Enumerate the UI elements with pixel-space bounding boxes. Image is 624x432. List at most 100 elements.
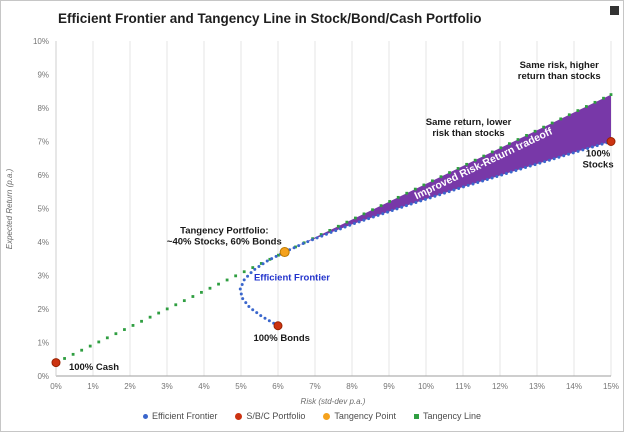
s-b-c-portfolio-point — [273, 321, 283, 331]
tangency-line-dot — [473, 158, 477, 162]
efficient-frontier-dot — [586, 146, 590, 150]
tangency-line-dot — [422, 183, 426, 187]
y-tick-label: 5% — [37, 205, 49, 214]
efficient-frontier-dot — [528, 164, 532, 168]
efficient-frontier-dot — [324, 232, 328, 236]
efficient-frontier-dot — [251, 308, 255, 312]
x-tick-label: 5% — [235, 382, 247, 391]
efficient-frontier-dot — [338, 227, 342, 231]
efficient-frontier-dot — [457, 186, 461, 190]
tangency-line-dot — [379, 204, 383, 208]
efficient-frontier-dot — [310, 238, 314, 242]
efficient-frontier-dot — [306, 240, 310, 244]
tangency-line-dot — [490, 150, 494, 154]
efficient-frontier-dot — [576, 149, 580, 153]
chart-legend: Efficient Frontier S/B/C Portfolio Tangenc… — [1, 411, 623, 421]
tangency-line-dot — [148, 315, 152, 319]
x-tick-label: 6% — [272, 382, 284, 391]
legend-item-tangency-line: Tangency Line — [413, 411, 481, 421]
tangency-line-dot — [88, 344, 92, 348]
annotation-tangency-portfolio: ~40% Stocks, 60% Bonds — [167, 237, 282, 248]
efficient-frontier-dot — [509, 170, 513, 174]
efficient-frontier-dot — [390, 208, 394, 212]
efficient-frontier-dot — [244, 301, 248, 305]
efficient-frontier-dot — [274, 254, 278, 258]
efficient-frontier-dot — [400, 205, 404, 209]
y-tick-label: 2% — [37, 305, 49, 314]
efficient-frontier-dot — [381, 212, 385, 216]
efficient-frontier-dot — [395, 207, 399, 211]
tangency-point-point — [279, 247, 290, 258]
tangency-line-dot — [234, 274, 238, 278]
tangency-line-dot — [508, 142, 511, 146]
gridlines-layer: 0% 1% 2% 3% 4% 5% 6% 7% 8% 9% 10% 11% 12% 13% 14% 15% 0%… — [33, 37, 619, 391]
tangency-line-dot — [191, 295, 195, 298]
efficient-frontier-dot — [409, 202, 413, 206]
tangency-line-dot — [268, 257, 272, 261]
efficient-frontier-dot — [566, 152, 570, 156]
tangency-line-dot — [97, 340, 101, 344]
legend-item-s-b-c-portfolio: S/B/C Portfolio — [235, 411, 305, 421]
x-tick-label: 0% — [50, 382, 62, 391]
tangency-line-dot — [200, 290, 203, 294]
x-tick-label: 11% — [455, 382, 470, 391]
efficient-frontier-dot — [242, 278, 246, 282]
legend-item-efficient-frontier: Efficient Frontier — [143, 411, 217, 421]
annotation-same-risk: Same risk, higher — [520, 60, 600, 71]
legend-label: S/B/C Portfolio — [246, 411, 306, 421]
efficient-frontier-dot — [500, 173, 504, 177]
y-tick-label: 6% — [37, 171, 49, 180]
tangency-line-dot — [439, 175, 443, 179]
tangency-line-dot — [602, 96, 605, 100]
s-b-c-portfolio-point — [606, 137, 616, 146]
y-axis-title: Expected Return (p.a.) — [5, 168, 14, 249]
efficient-frontier-dot — [239, 292, 243, 296]
tangency-line-dot — [157, 311, 161, 315]
efficient-frontier-dot — [419, 199, 423, 203]
efficient-frontier-dot — [447, 190, 451, 194]
efficient-frontier-dot — [348, 223, 352, 227]
efficient-frontier-dot — [246, 274, 250, 278]
efficient-frontier-dot — [301, 242, 305, 246]
x-tick-label: 12% — [492, 382, 508, 391]
x-tick-label: 2% — [124, 382, 136, 391]
annotation-100-cash: 100% Cash — [69, 362, 119, 373]
efficient-frontier-dot — [423, 197, 427, 201]
tangency-line-dot — [251, 266, 255, 269]
legend-label: Tangency Line — [422, 411, 481, 421]
tangency-line-dot — [319, 233, 323, 236]
efficient-frontier-dot — [247, 305, 251, 309]
efficient-frontier-dot — [523, 166, 527, 170]
efficient-frontier-dot — [404, 204, 408, 208]
tangency-line-dot — [609, 93, 613, 96]
annotation-same-return: risk than stocks — [432, 128, 504, 139]
tangency-line-dot — [294, 245, 297, 249]
tangency-line-dot — [405, 191, 409, 195]
efficient-frontier-dot — [476, 180, 480, 184]
tangency-line-dot — [208, 286, 212, 290]
tangency-line-dot — [567, 113, 571, 117]
legend-item-tangency-point: Tangency Point — [323, 411, 396, 421]
efficient-frontier-dot — [367, 217, 371, 221]
efficient-frontier-dot — [376, 213, 380, 217]
efficient-frontier-dot — [270, 257, 274, 261]
tangency-line-dot — [71, 352, 75, 356]
chart-menu-icon[interactable] — [610, 6, 619, 15]
x-tick-label: 1% — [87, 382, 99, 391]
tangency-line-dot — [499, 146, 503, 150]
x-tick-label: 13% — [529, 382, 545, 391]
annotation-same-risk: return than stocks — [518, 71, 601, 82]
efficient-frontier-dot — [297, 244, 301, 248]
efficient-frontier-dot — [557, 155, 561, 159]
tangency-line-dot — [431, 179, 434, 183]
efficient-frontier-dot — [329, 230, 333, 234]
efficient-frontier-dot — [257, 265, 261, 269]
tangency-line-dot — [114, 332, 118, 336]
efficient-frontier-dot — [543, 160, 547, 164]
tangency-line-dot — [533, 129, 537, 133]
tangency-line-dot — [225, 278, 229, 282]
efficient-frontier-dot — [238, 287, 242, 291]
tangency-line-dot — [388, 200, 392, 203]
